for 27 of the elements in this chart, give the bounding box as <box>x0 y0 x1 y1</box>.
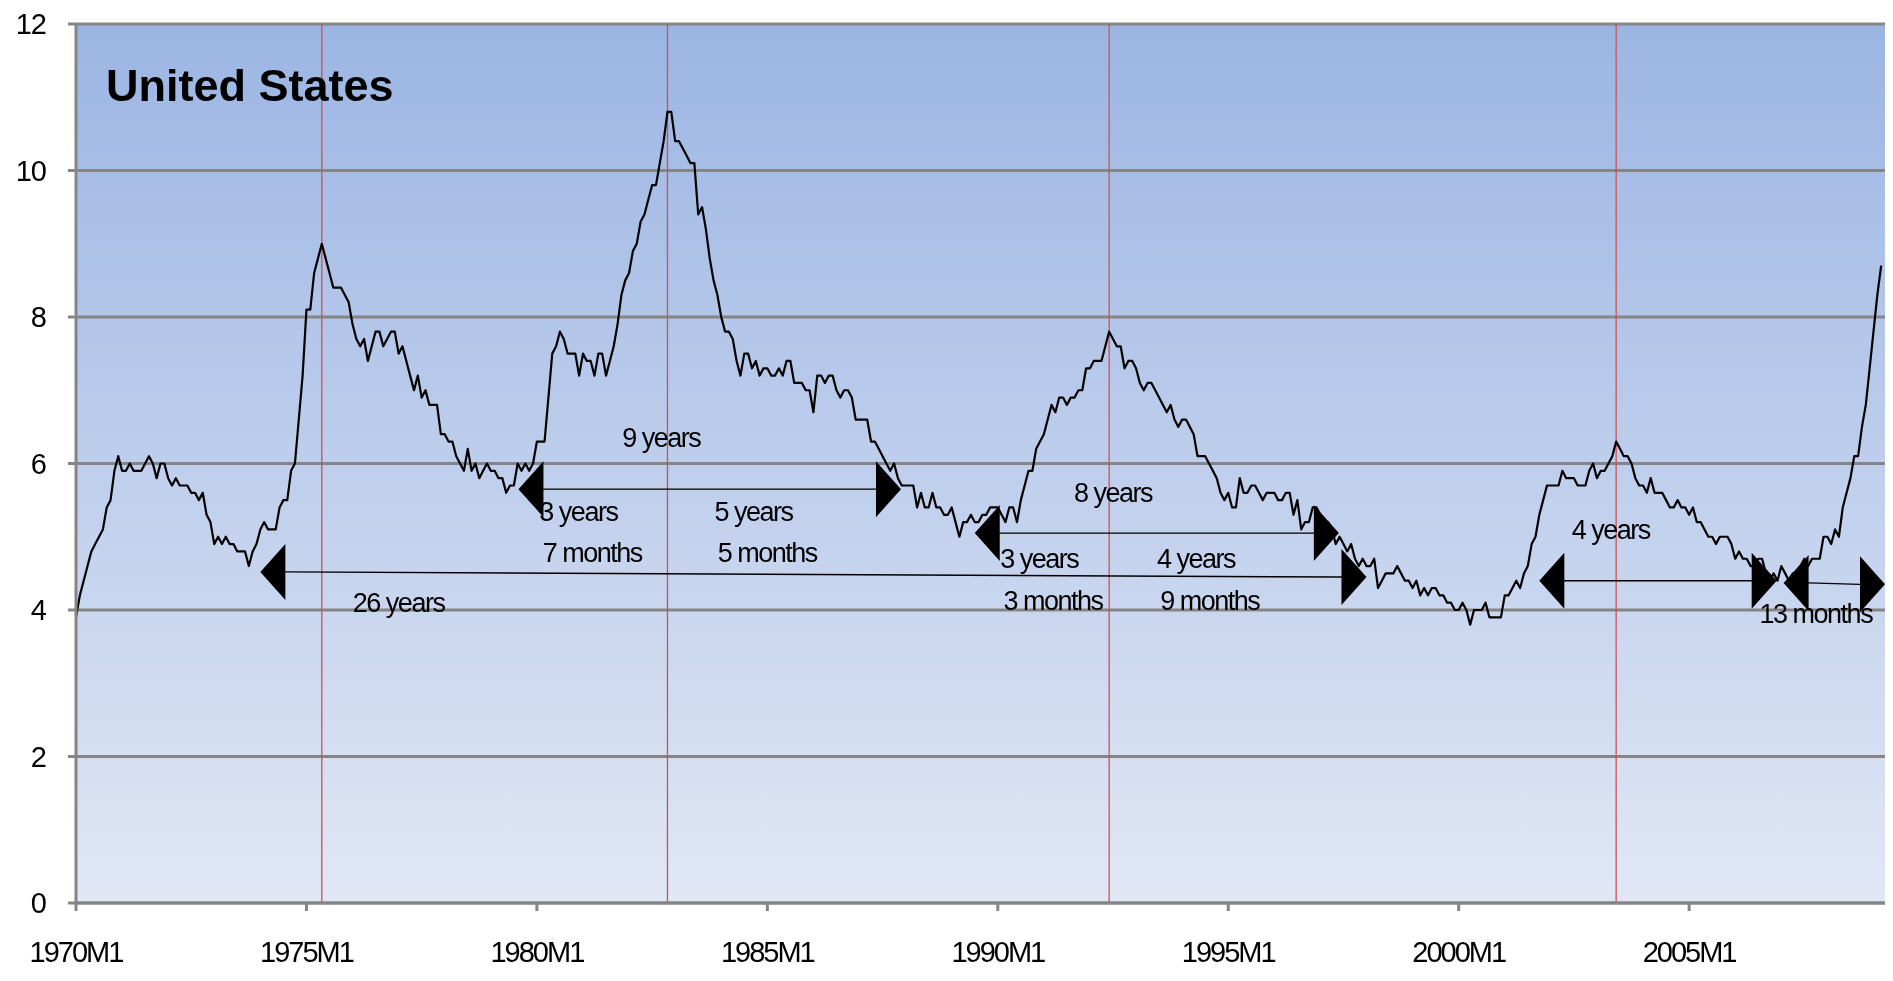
x-tick-label: 1980M1 <box>490 935 585 968</box>
y-tick-label: 12 <box>15 8 46 41</box>
annotation: 8 years <box>1073 478 1154 509</box>
text: United States <box>106 60 394 112</box>
annotation: 3 months <box>1003 586 1104 617</box>
annotation: 26 years <box>352 588 446 619</box>
y-tick-label: 8 <box>30 301 46 334</box>
annotation: 13 months <box>1759 599 1874 630</box>
annotation: 4 years <box>1156 544 1236 575</box>
annotation: 9 months <box>1160 586 1261 617</box>
annotation: 7 months <box>542 538 643 569</box>
annotation: 4 years <box>1571 515 1651 546</box>
x-tick-label: 1975M1 <box>260 935 354 968</box>
y-tick-label: 0 <box>30 887 46 920</box>
y-tick-label: 6 <box>30 447 46 480</box>
annotation: 5 months <box>717 538 818 569</box>
annotation: 3 years <box>1000 544 1080 575</box>
x-tick-label: 1985M1 <box>720 935 815 968</box>
x-tick-label: 1995M1 <box>1181 935 1276 968</box>
x-tick-label: 2000M1 <box>1412 935 1506 968</box>
x-tick-label: 2005M1 <box>1642 935 1737 968</box>
annotation: 5 years <box>714 496 794 527</box>
y-tick-label: 10 <box>15 154 46 187</box>
x-tick-label: 1970M1 <box>29 935 124 968</box>
y-tick-label: 2 <box>30 740 46 773</box>
y-tick-label: 4 <box>30 594 47 627</box>
x-tick-label: 1990M1 <box>951 935 1046 968</box>
